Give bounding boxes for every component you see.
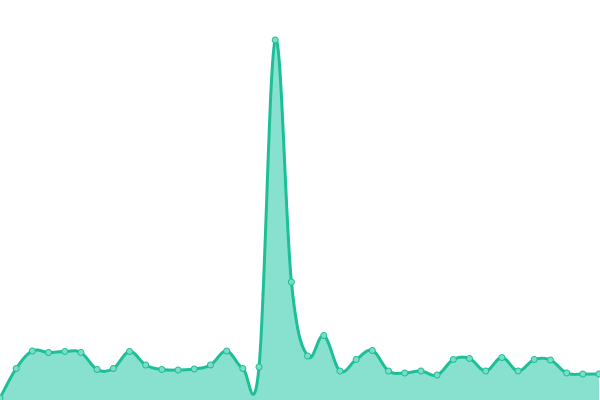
- data-point-20: [320, 332, 328, 339]
- data-point-19: [304, 352, 312, 360]
- data-point-10: [158, 366, 166, 373]
- data-point-1: [12, 365, 20, 372]
- data-point-26: [417, 367, 425, 375]
- data-point-9: [142, 361, 150, 369]
- data-point-4: [61, 348, 69, 355]
- data-point-12: [190, 365, 198, 373]
- data-point-36: [579, 370, 587, 378]
- data-point-3: [45, 349, 53, 356]
- data-point-11: [174, 366, 182, 374]
- data-point-18: [287, 278, 295, 286]
- data-point-15: [239, 365, 247, 372]
- data-point-13: [206, 361, 214, 369]
- data-point-14: [223, 347, 231, 355]
- data-point-23: [368, 347, 376, 354]
- data-point-22: [352, 356, 360, 363]
- data-point-6: [93, 366, 101, 373]
- data-point-16: [255, 363, 263, 371]
- data-point-37: [595, 370, 600, 378]
- data-point-34: [546, 356, 554, 364]
- data-point-27: [433, 371, 441, 379]
- data-point-21: [336, 367, 344, 375]
- data-point-7: [109, 365, 117, 372]
- data-point-17: [271, 36, 279, 44]
- data-point-29: [465, 355, 473, 362]
- data-point-5: [77, 349, 85, 356]
- data-point-35: [563, 369, 571, 377]
- data-point-28: [449, 356, 457, 363]
- data-point-32: [514, 367, 522, 375]
- series-line: [0, 37, 600, 399]
- area-fill: [0, 39, 599, 400]
- data-points: [0, 36, 600, 400]
- data-point-30: [482, 367, 490, 375]
- data-point-31: [498, 354, 506, 361]
- data-point-25: [401, 369, 409, 377]
- data-point-24: [385, 367, 393, 375]
- data-point-8: [126, 348, 134, 355]
- data-point-0: [0, 394, 4, 400]
- data-point-2: [28, 347, 36, 355]
- data-point-33: [530, 356, 538, 363]
